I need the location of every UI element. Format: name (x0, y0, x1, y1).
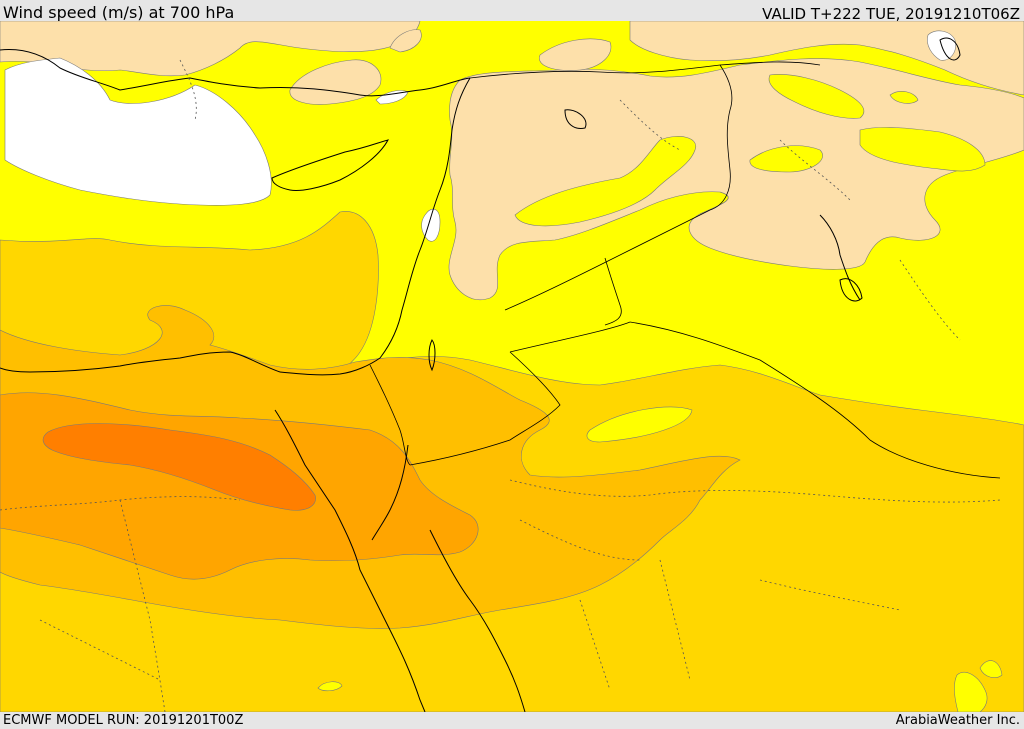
wind-speed-map (0, 21, 1024, 712)
coastlines (0, 37, 961, 712)
valid-time: VALID T+222 TUE, 20191210T06Z (762, 5, 1020, 23)
field-light (0, 21, 1024, 300)
borders (369, 61, 1001, 479)
field-max (42, 423, 316, 511)
model-run: ECMWF MODEL RUN: 20191201T00Z (3, 713, 244, 728)
admin-borders (0, 59, 1001, 712)
weather-map (0, 21, 1024, 712)
credit: ArabiaWeather Inc. (895, 713, 1020, 728)
map-title: Wind speed (m/s) at 700 hPa (3, 3, 235, 22)
